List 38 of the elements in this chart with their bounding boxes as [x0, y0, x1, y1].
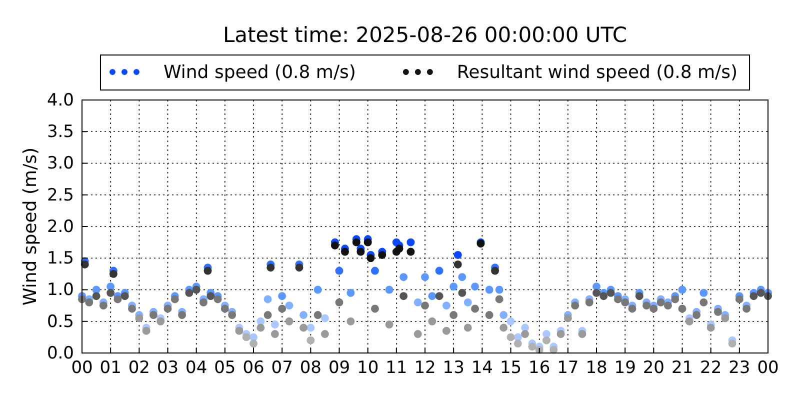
legend-label: Wind speed (0.8 m/s)	[163, 62, 356, 83]
x-tick-label: 09	[328, 358, 350, 378]
x-tick-label: 07	[271, 358, 293, 378]
x-tick-label: 17	[557, 358, 579, 378]
x-tick-label: 15	[500, 358, 522, 378]
y-tick-label: 0.0	[46, 343, 74, 364]
x-tick-label: 04	[186, 358, 208, 378]
x-tick-label: 21	[671, 358, 694, 378]
x-tick-label: 18	[586, 358, 608, 378]
y-tick-label: 3.5	[46, 122, 74, 142]
x-tick-label: 05	[214, 358, 236, 378]
legend-label: Resultant wind speed (0.8 m/s)	[456, 62, 738, 83]
x-tick-label: 08	[300, 358, 322, 378]
y-tick-label: 1.0	[46, 280, 74, 300]
x-tick-label: 01	[100, 358, 122, 378]
y-tick-label: 2.5	[46, 185, 74, 206]
x-tick-label: 20	[642, 358, 664, 378]
x-tick-label: 00	[757, 358, 779, 378]
y-tick-label: 3.0	[46, 154, 74, 174]
x-tick-label: 03	[156, 358, 179, 378]
x-tick-label: 19	[614, 358, 636, 378]
x-tick-label: 16	[528, 358, 550, 378]
x-tick-label: 23	[728, 358, 750, 378]
x-tick-label: 10	[357, 358, 379, 378]
y-axis-title: Wind speed (m/s)	[20, 147, 41, 306]
x-tick-label: 22	[700, 358, 722, 378]
x-tick-label: 12	[414, 358, 436, 378]
x-tick-label: 14	[471, 358, 493, 378]
y-tick-label: 2.0	[46, 216, 74, 237]
x-tick-label: 06	[242, 358, 264, 378]
y-tick-label: 0.5	[46, 312, 74, 332]
x-tick-label: 02	[128, 358, 150, 378]
x-tick-label: 00	[71, 358, 93, 378]
x-tick-label: 13	[442, 358, 464, 378]
y-tick-label: 1.5	[46, 248, 74, 269]
chart-title: Latest time: 2025-08-26 00:00:00 UTC	[222, 23, 628, 47]
y-tick-label: 4.0	[46, 90, 74, 110]
x-tick-label: 11	[386, 358, 408, 378]
